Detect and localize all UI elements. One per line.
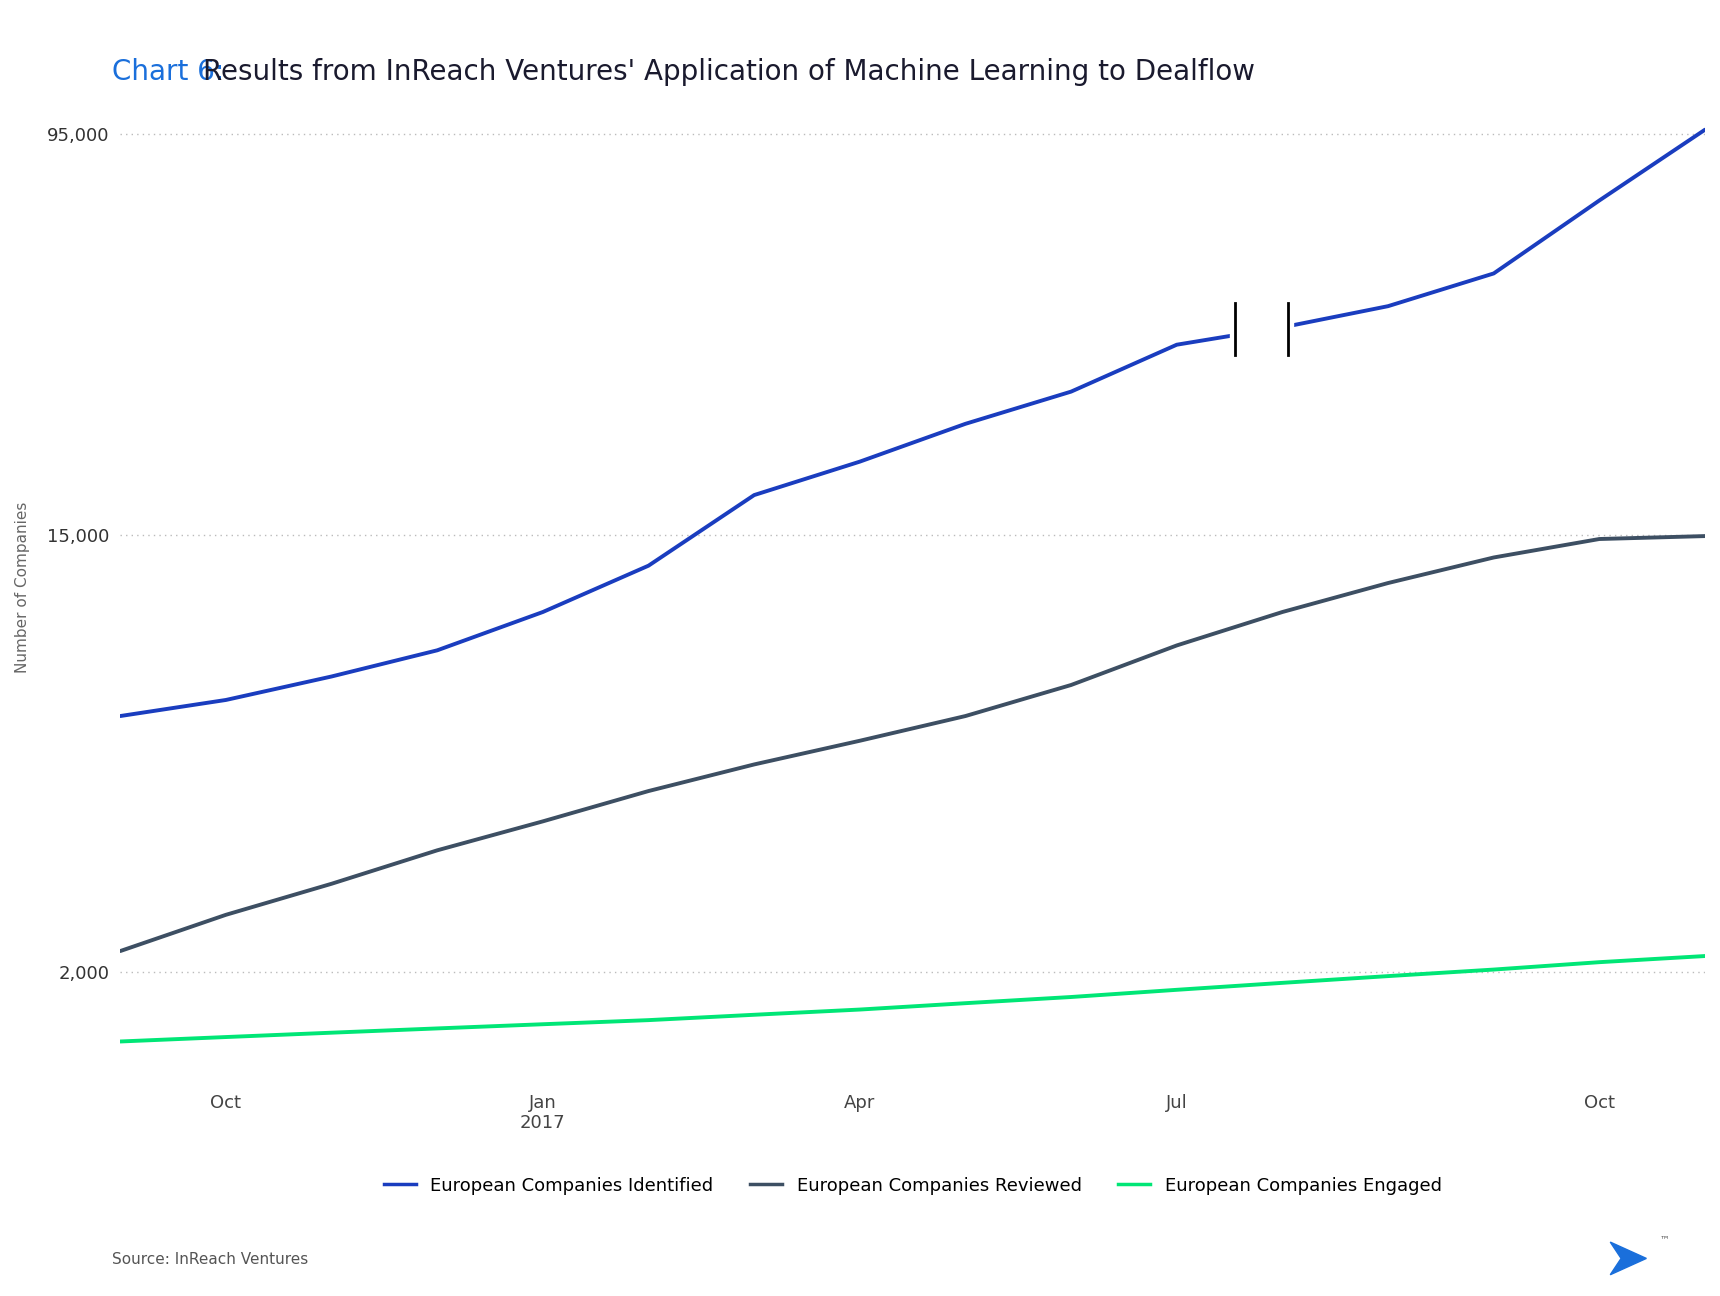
Text: Source: InReach Ventures: Source: InReach Ventures bbox=[112, 1252, 308, 1267]
Text: Results from InReach Ventures' Application of Machine Learning to Dealflow: Results from InReach Ventures' Applicati… bbox=[203, 58, 1256, 87]
Legend: European Companies Identified, European Companies Reviewed, European Companies E: European Companies Identified, European … bbox=[377, 1169, 1448, 1203]
Polygon shape bbox=[1610, 1242, 1646, 1275]
Text: ™: ™ bbox=[1660, 1234, 1670, 1244]
Y-axis label: Number of Companies: Number of Companies bbox=[15, 502, 29, 674]
Text: Chart 6:: Chart 6: bbox=[112, 58, 232, 87]
Bar bbox=[1230, 297, 1293, 358]
